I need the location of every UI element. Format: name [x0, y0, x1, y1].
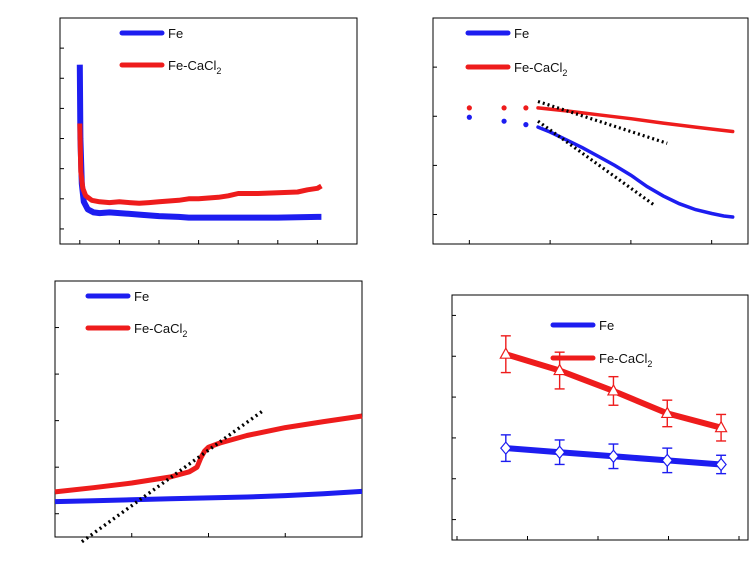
series-line-fe-cacl2 — [54, 413, 363, 495]
fit-line — [537, 119, 657, 207]
series-point-fe-cacl2 — [501, 105, 507, 111]
series-marker-fe-cacl2 — [714, 420, 728, 433]
series-line-fe — [536, 125, 735, 219]
legend-label-fe-cacl2: Fe-CaCl2 — [514, 60, 567, 78]
series-line-fe — [54, 488, 363, 505]
series-marker-fe-cacl2 — [553, 363, 567, 376]
legend-subscript: 2 — [182, 329, 187, 339]
legend-label-fe: Fe — [514, 26, 529, 41]
legend-subscript: 2 — [562, 68, 567, 78]
legend-label-fe-cacl2: Fe-CaCl2 — [134, 321, 187, 339]
series-point-fe — [466, 114, 472, 120]
series-marker-fe — [607, 449, 620, 464]
series-marker-fe — [500, 441, 512, 456]
panel-b: Fe Fe-CaCl2 — [432, 17, 749, 245]
legend-label-fe: Fe — [134, 289, 149, 304]
panel-d: Fe Fe-CaCl2 — [451, 294, 749, 541]
series-marker-fe — [553, 445, 566, 460]
legend-label-fe-cacl2: Fe-CaCl2 — [599, 351, 652, 369]
panel-a: Fe Fe-CaCl2 — [59, 17, 358, 245]
series-line-fe-cacl2 — [77, 123, 323, 206]
series-marker-fe — [715, 457, 727, 472]
series-marker-fe-cacl2 — [499, 346, 513, 359]
series-marker-fe-cacl2 — [660, 406, 674, 419]
legend-label-fe: Fe — [599, 318, 614, 333]
fit-line — [80, 409, 264, 544]
series-point-fe — [523, 122, 529, 128]
legend-subscript: 2 — [216, 66, 221, 76]
series-marker-fe — [661, 453, 674, 468]
series-marker-fe-cacl2 — [606, 383, 620, 396]
panel-b-axes-frame — [432, 17, 749, 245]
legend-label-fe: Fe — [168, 26, 183, 41]
panel-d-axes-frame — [451, 294, 749, 541]
legend-label-fe-cacl2: Fe-CaCl2 — [168, 58, 221, 76]
series-point-fe-cacl2 — [523, 105, 529, 111]
series-point-fe — [501, 118, 507, 124]
panel-a-axes-frame — [59, 17, 358, 245]
series-line-fe — [76, 64, 322, 221]
series-point-fe-cacl2 — [466, 105, 472, 111]
legend-subscript: 2 — [647, 359, 652, 369]
panel-c: Fe Fe-CaCl2 — [54, 280, 363, 544]
